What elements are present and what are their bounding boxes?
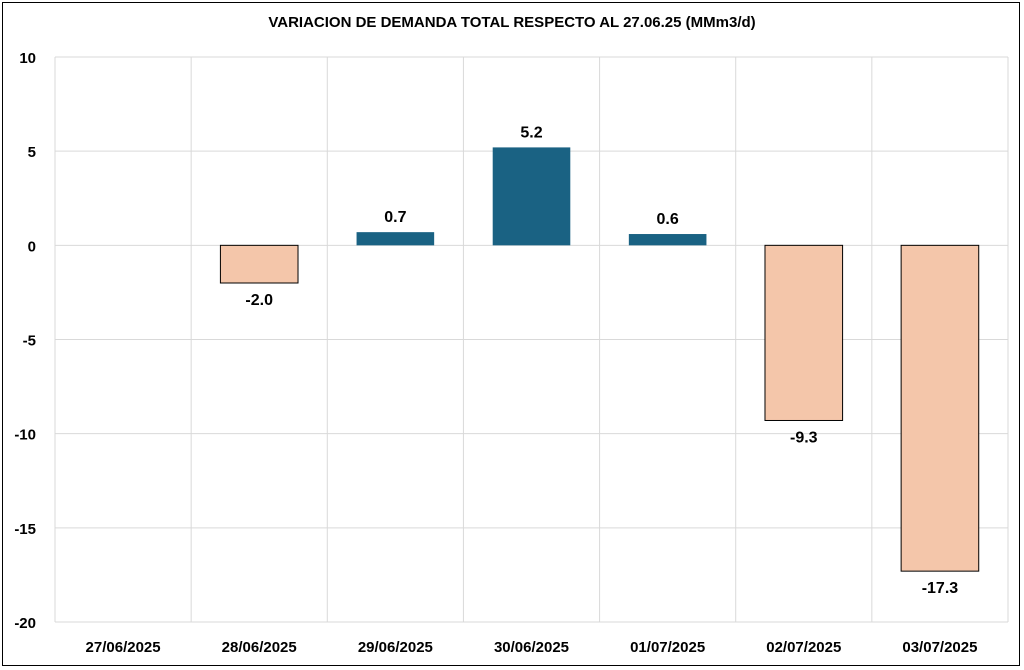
x-tick-label: 01/07/2025 bbox=[630, 639, 705, 656]
x-axis-ticks: 27/06/2025 28/06/2025 29/06/2025 30/06/2025… bbox=[86, 639, 978, 656]
y-tick-label: -10 bbox=[14, 427, 36, 444]
x-tick-label: 28/06/2025 bbox=[222, 639, 297, 656]
y-tick-label: -20 bbox=[14, 615, 36, 632]
grid-lines bbox=[54, 56, 1009, 623]
data-label: -9.3 bbox=[790, 429, 818, 446]
x-tick-label: 29/06/2025 bbox=[358, 639, 433, 656]
x-tick-label: 03/07/2025 bbox=[902, 639, 977, 656]
bar-30/06/2025 bbox=[492, 147, 571, 246]
bar-03/07/2025 bbox=[900, 244, 980, 572]
chart-title: VARIACION DE DEMANDA TOTAL RESPECTO AL 2… bbox=[268, 14, 756, 31]
data-labels: -2.0 0.7 5.2 0.6 -9.3 -17.3 bbox=[245, 124, 958, 597]
x-tick-label: 02/07/2025 bbox=[766, 639, 841, 656]
y-tick-label: -5 bbox=[23, 333, 36, 350]
y-tick-label: 0 bbox=[28, 238, 36, 255]
bars bbox=[219, 147, 980, 572]
y-tick-label: -15 bbox=[14, 521, 36, 538]
bar-28/06/2025 bbox=[219, 244, 299, 284]
data-label: 0.6 bbox=[657, 211, 679, 228]
x-tick-label: 30/06/2025 bbox=[494, 639, 569, 656]
data-label: -2.0 bbox=[245, 292, 273, 309]
data-label: -17.3 bbox=[922, 580, 959, 597]
data-label: 5.2 bbox=[520, 124, 542, 141]
bar-01/07/2025 bbox=[628, 234, 707, 246]
bar-02/07/2025 bbox=[764, 244, 844, 421]
data-label: 0.7 bbox=[384, 209, 406, 226]
y-axis-ticks: 10 5 0 -5 -10 -15 -20 bbox=[14, 50, 36, 632]
y-tick-label: 5 bbox=[28, 144, 36, 161]
y-tick-label: 10 bbox=[19, 50, 36, 67]
x-tick-label: 27/06/2025 bbox=[86, 639, 161, 656]
bar-29/06/2025 bbox=[356, 232, 435, 246]
